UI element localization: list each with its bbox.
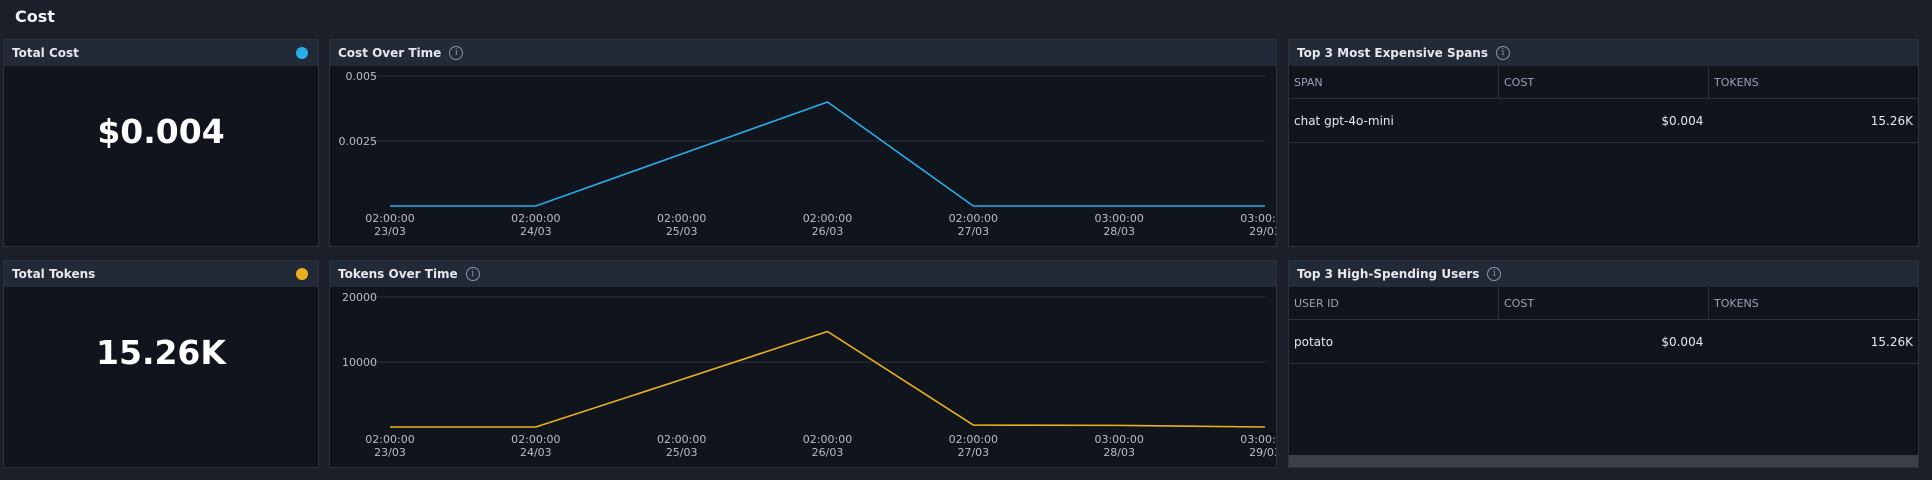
series-color-dot <box>296 268 308 280</box>
spans-table-title: Top 3 Most Expensive Spans <box>1297 46 1488 60</box>
x-tick-date-label: 24/03 <box>520 225 552 238</box>
tokens-chart-panel: Tokens Over Time i 20000 10000 02:00:00 23/… <box>329 260 1277 468</box>
total-tokens-value: 15.26K <box>96 333 226 372</box>
span-name-cell: chat gpt-4o-mini <box>1294 113 1394 128</box>
cost-line-chart: 0.0050.002502:00:0023/0302:00:0024/0302:… <box>339 70 1277 238</box>
tokens-line-chart: 200001000002:00:0023/0302:00:0024/0302:0… <box>342 291 1276 459</box>
series-line <box>390 330 1266 428</box>
spans-table-panel: Top 3 Most Expensive Spans i SPAN COST T… <box>1288 39 1919 247</box>
x-tick-time-label: 02:00:00 <box>511 212 560 225</box>
x-tick-date-label: 26/03 <box>812 225 844 238</box>
total-tokens-panel: Total Tokens 15.26K <box>3 260 319 468</box>
table-header-row: USER ID COST TOKENS <box>1289 287 1918 320</box>
column-header[interactable]: TOKENS <box>1714 76 1759 89</box>
x-tick-date-label: 27/03 <box>957 446 989 459</box>
y-tick-label: 0.005 <box>346 70 378 83</box>
x-tick-time-label: 02:00:00 <box>365 212 414 225</box>
page-title: Cost <box>15 7 55 26</box>
x-tick-date-label: 23/03 <box>374 225 406 238</box>
x-tick-date-label: 24/03 <box>520 446 552 459</box>
cost-chart-header: Cost Over Time i <box>330 40 1276 66</box>
x-tick-date-label: 28/03 <box>1103 446 1135 459</box>
column-header[interactable]: SPAN <box>1289 66 1499 98</box>
cost-chart-panel: Cost Over Time i 0.005 0.0025 02:00:00 23/0… <box>329 39 1277 247</box>
cost-cell: $0.004 <box>1661 113 1704 128</box>
y-tick-label: 10000 <box>342 356 377 369</box>
info-icon[interactable]: i <box>449 46 464 60</box>
horizontal-scrollbar[interactable] <box>1289 455 1918 467</box>
x-tick-time-label: 02:00:00 <box>511 433 560 446</box>
x-tick-date-label: 28/03 <box>1103 225 1135 238</box>
x-tick-time-label: 03:00:00 <box>1094 433 1143 446</box>
tokens-chart-title: Tokens Over Time <box>338 267 458 281</box>
total-cost-value: $0.004 <box>97 112 225 151</box>
x-tick-time-label: 02:00:00 <box>657 212 706 225</box>
x-tick-time-label: 02:00:00 <box>365 433 414 446</box>
x-tick-time-label: 02:00:00 <box>949 212 998 225</box>
x-tick-date-label: 27/03 <box>957 225 989 238</box>
info-icon[interactable]: i <box>1487 267 1502 281</box>
x-tick-time-label: 03:00:00 <box>1240 433 1276 446</box>
tokens-chart-header: Tokens Over Time i <box>330 261 1276 287</box>
x-tick-time-label: 02:00:00 <box>803 433 852 446</box>
total-cost-header: Total Cost <box>4 40 318 66</box>
x-tick-time-label: 03:00:00 <box>1240 212 1276 225</box>
spans-table-header: Top 3 Most Expensive Spans i <box>1289 40 1918 66</box>
x-tick-date-label: 29/03 <box>1249 225 1276 238</box>
column-header[interactable]: COST <box>1499 66 1709 98</box>
total-tokens-title: Total Tokens <box>12 267 96 281</box>
info-icon[interactable]: i <box>465 267 480 281</box>
table-row[interactable]: chat gpt-4o-mini $0.004 15.26K <box>1289 99 1918 143</box>
user-id-cell: potato <box>1294 334 1334 349</box>
column-header[interactable]: COST <box>1499 287 1709 319</box>
column-header[interactable]: TOKENS <box>1714 297 1759 310</box>
x-tick-time-label: 03:00:00 <box>1094 212 1143 225</box>
tokens-cell: 15.26K <box>1870 334 1914 349</box>
x-tick-time-label: 02:00:00 <box>803 212 852 225</box>
x-tick-date-label: 26/03 <box>812 446 844 459</box>
x-tick-date-label: 25/03 <box>666 446 698 459</box>
x-tick-date-label: 23/03 <box>374 446 406 459</box>
total-tokens-header: Total Tokens <box>4 261 318 287</box>
cost-chart-title: Cost Over Time <box>338 46 442 60</box>
tokens-cell: 15.26K <box>1870 113 1914 128</box>
y-tick-label: 20000 <box>342 291 377 304</box>
x-tick-date-label: 29/03 <box>1249 446 1276 459</box>
x-tick-date-label: 25/03 <box>666 225 698 238</box>
total-cost-title: Total Cost <box>12 46 79 60</box>
y-tick-label: 0.0025 <box>339 135 378 148</box>
total-cost-panel: Total Cost $0.004 <box>3 39 319 247</box>
column-header[interactable]: USER ID <box>1289 287 1499 319</box>
x-tick-time-label: 02:00:00 <box>657 433 706 446</box>
users-table-panel: Top 3 High-Spending Users i USER ID COST… <box>1288 260 1919 468</box>
series-line <box>390 101 1265 207</box>
info-icon[interactable]: i <box>1496 46 1510 60</box>
table-header-row: SPAN COST TOKENS <box>1289 66 1918 99</box>
series-color-dot <box>296 47 308 59</box>
users-table-header: Top 3 High-Spending Users i <box>1289 261 1918 287</box>
table-row[interactable]: potato $0.004 15.26K <box>1289 320 1918 364</box>
x-tick-time-label: 02:00:00 <box>949 433 998 446</box>
users-table-title: Top 3 High-Spending Users <box>1297 267 1480 281</box>
cost-cell: $0.004 <box>1661 334 1704 349</box>
